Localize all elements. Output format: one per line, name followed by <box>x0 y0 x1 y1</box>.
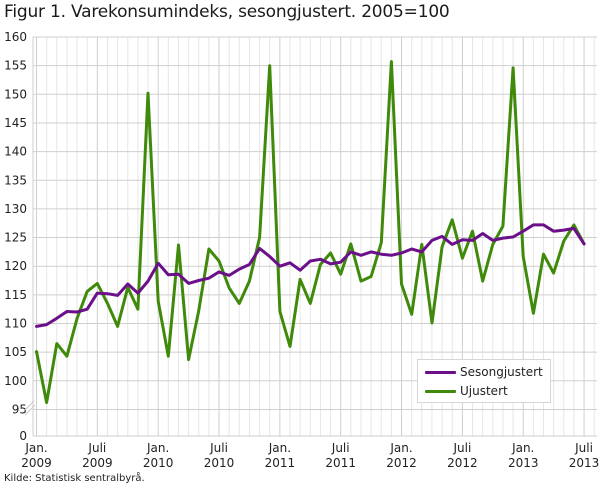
grid-lines <box>32 36 597 437</box>
svg-text:Jan.: Jan. <box>389 441 412 455</box>
svg-text:115: 115 <box>4 288 27 302</box>
svg-text:2010: 2010 <box>204 456 235 470</box>
svg-text:2013: 2013 <box>508 456 539 470</box>
svg-text:2012: 2012 <box>386 456 417 470</box>
svg-text:Juli: Juli <box>331 441 350 455</box>
svg-text:2011: 2011 <box>325 456 356 470</box>
series-sesongjustert <box>35 223 586 328</box>
svg-text:110: 110 <box>4 317 27 331</box>
svg-text:2010: 2010 <box>143 456 174 470</box>
svg-text:0: 0 <box>19 429 27 443</box>
source-note: Kilde: Statistisk sentralbyrå. <box>4 473 145 484</box>
line-chart: 0 95 100 105 110 115 120 125 130 135 140 145 150 155 1… <box>4 30 599 470</box>
svg-text:160: 160 <box>4 30 27 44</box>
svg-text:2013: 2013 <box>569 456 600 470</box>
svg-text:150: 150 <box>4 87 27 101</box>
chart-title: Figur 1. Varekonsumindeks, sesongjustert… <box>4 2 450 22</box>
legend-item-ujustert: Ujustert <box>425 383 508 399</box>
series-lines <box>35 60 586 405</box>
svg-text:2009: 2009 <box>21 456 52 470</box>
svg-text:Juli: Juli <box>452 441 471 455</box>
axis-break-icon <box>23 400 36 416</box>
svg-text:155: 155 <box>4 59 27 73</box>
svg-text:140: 140 <box>4 145 27 159</box>
svg-text:Jan.: Jan. <box>146 441 169 455</box>
svg-text:Jan.: Jan. <box>268 441 291 455</box>
svg-text:145: 145 <box>4 116 27 130</box>
svg-text:Jan.: Jan. <box>24 441 47 455</box>
svg-text:2012: 2012 <box>447 456 478 470</box>
svg-text:2009: 2009 <box>82 456 113 470</box>
svg-text:105: 105 <box>4 345 27 359</box>
legend-swatch-sesongjustert <box>425 370 456 374</box>
svg-text:100: 100 <box>4 374 27 388</box>
svg-text:Juli: Juli <box>574 441 593 455</box>
svg-text:Jan.: Jan. <box>511 441 534 455</box>
svg-text:2011: 2011 <box>265 456 296 470</box>
svg-text:95: 95 <box>12 402 27 416</box>
svg-text:130: 130 <box>4 202 27 216</box>
legend-label: Sesongjustert <box>460 365 543 379</box>
series-ujustert <box>35 60 586 405</box>
legend-item-sesongjustert: Sesongjustert <box>425 364 543 380</box>
svg-text:120: 120 <box>4 259 27 273</box>
svg-text:125: 125 <box>4 231 27 245</box>
y-axis: 0 95 100 105 110 115 120 125 130 135 140 145 150 155 1… <box>4 30 27 443</box>
x-axis: Jan.2009Juli2009Jan.2010Juli2010Jan.2011… <box>21 441 599 470</box>
legend-swatch-ujustert <box>425 389 456 393</box>
legend-label: Ujustert <box>460 384 508 398</box>
svg-text:Juli: Juli <box>209 441 228 455</box>
svg-text:Juli: Juli <box>87 441 106 455</box>
chart-legend: Sesongjustert Ujustert <box>417 359 551 403</box>
svg-text:135: 135 <box>4 173 27 187</box>
